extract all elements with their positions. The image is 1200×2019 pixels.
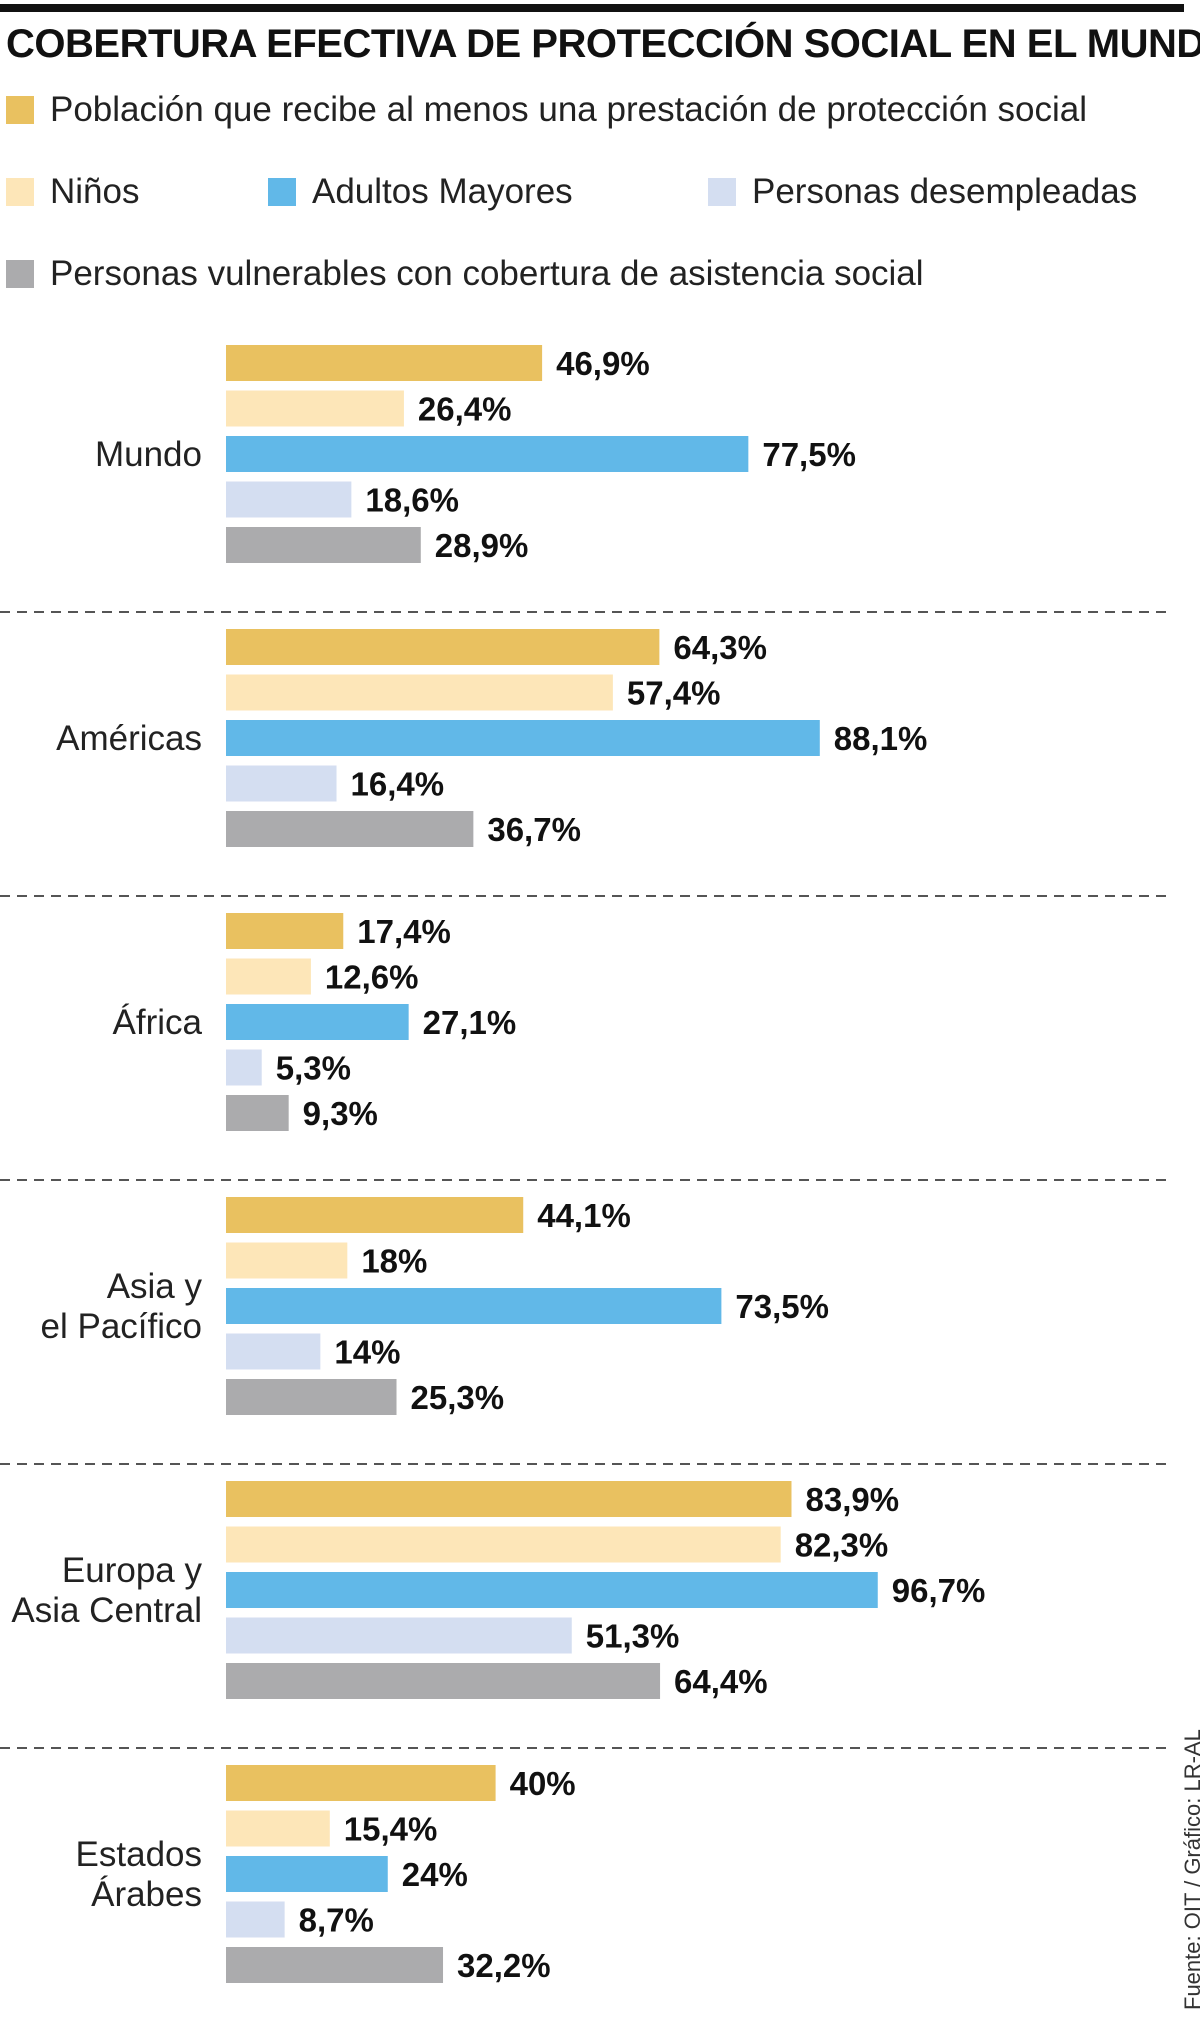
bar	[226, 1901, 285, 1938]
bar	[226, 765, 337, 802]
data-label: 18%	[361, 1243, 427, 1280]
category-label: el Pacífico	[41, 1307, 202, 1346]
data-label: 57,4%	[627, 675, 721, 712]
category-label: Américas	[56, 719, 202, 758]
data-label: 88,1%	[834, 720, 928, 757]
bar	[226, 1004, 409, 1040]
legend-item-adultos-mayores: Adultos Mayores	[268, 172, 573, 212]
legend-label-vulnerables: Personas vulnerables con cobertura de as…	[50, 254, 924, 293]
data-label: 32,2%	[457, 1947, 551, 1984]
data-label: 73,5%	[735, 1288, 829, 1325]
data-label: 18,6%	[365, 482, 459, 519]
legend-swatch-adultos-mayores	[268, 178, 296, 206]
category-label: Estados	[76, 1835, 202, 1874]
category-label: África	[113, 1003, 203, 1042]
data-label: 36,7%	[487, 811, 581, 848]
data-label: 51,3%	[586, 1618, 680, 1655]
legend-item-ninos: Niños	[6, 172, 139, 212]
category-label: Europa y	[62, 1551, 203, 1590]
legend-swatch-poblacion	[6, 96, 34, 124]
bar-chart: Mundo 46,9% 26,4% 77,5% 18,6% 28,9% Américas 64…	[0, 345, 1170, 1984]
bar	[226, 481, 352, 518]
bar	[226, 1095, 289, 1131]
bar	[226, 1242, 348, 1279]
bar	[226, 1765, 496, 1801]
category-label: Mundo	[95, 435, 202, 474]
bar	[226, 527, 421, 563]
bar	[226, 913, 344, 949]
legend-item-poblacion: Población que recibe al menos una presta…	[6, 90, 1087, 130]
bar	[226, 1572, 878, 1608]
legend-label-adultos-mayores: Adultos Mayores	[312, 172, 573, 211]
bar	[226, 958, 311, 995]
bar	[226, 1947, 444, 1983]
data-label: 17,4%	[357, 913, 451, 950]
bar	[226, 629, 660, 665]
bar	[226, 1663, 661, 1699]
data-label: 24%	[402, 1856, 468, 1893]
bar	[226, 1481, 792, 1517]
bar	[226, 674, 613, 711]
bar	[226, 720, 820, 756]
data-label: 83,9%	[805, 1481, 899, 1518]
top-rule	[0, 4, 1184, 12]
bar	[226, 1333, 321, 1370]
data-label: 14%	[334, 1334, 400, 1371]
data-label: 64,3%	[673, 629, 767, 666]
legend-swatch-desempleadas	[708, 178, 736, 206]
data-label: 26,4%	[418, 391, 512, 428]
category-label: Asia y	[107, 1267, 203, 1306]
legend-swatch-vulnerables	[6, 260, 34, 288]
data-label: 64,4%	[674, 1663, 768, 1700]
source-credit: Fuente: OIT / Gráfico: LR-AL	[1180, 1729, 1200, 2010]
bar	[226, 1288, 722, 1324]
data-label: 77,5%	[762, 436, 856, 473]
data-label: 40%	[510, 1765, 576, 1802]
bar	[226, 1617, 572, 1654]
data-label: 25,3%	[411, 1379, 505, 1416]
chart-title: COBERTURA EFECTIVA DE PROTECCIÓN SOCIAL …	[6, 22, 1200, 66]
data-label: 15,4%	[344, 1811, 438, 1848]
bar	[226, 1810, 330, 1847]
data-label: 46,9%	[556, 345, 650, 382]
bar	[226, 1856, 388, 1892]
legend-item-desempleadas: Personas desempleadas	[708, 172, 1137, 212]
legend-item-vulnerables: Personas vulnerables con cobertura de as…	[6, 254, 924, 294]
category-label: Árabes	[91, 1875, 202, 1914]
data-label: 82,3%	[795, 1527, 889, 1564]
data-label: 8,7%	[299, 1902, 374, 1939]
data-label: 9,3%	[303, 1095, 378, 1132]
category-label: Asia Central	[11, 1591, 202, 1630]
bar	[226, 345, 543, 381]
legend-label-desempleadas: Personas desempleadas	[752, 172, 1138, 211]
data-label: 12,6%	[325, 959, 419, 996]
data-label: 96,7%	[892, 1572, 986, 1609]
bar	[226, 811, 474, 847]
legend-label-ninos: Niños	[50, 172, 140, 211]
data-label: 27,1%	[423, 1004, 517, 1041]
bar	[226, 390, 404, 427]
legend-label-poblacion: Población que recibe al menos una presta…	[50, 90, 1088, 129]
data-label: 28,9%	[435, 527, 529, 564]
data-label: 5,3%	[276, 1050, 351, 1087]
bar	[226, 1049, 262, 1086]
bar	[226, 1197, 524, 1233]
bar	[226, 1379, 397, 1415]
bar	[226, 436, 749, 472]
data-label: 44,1%	[537, 1197, 631, 1234]
bar	[226, 1526, 781, 1563]
data-label: 16,4%	[351, 766, 445, 803]
legend-swatch-ninos	[6, 178, 34, 206]
